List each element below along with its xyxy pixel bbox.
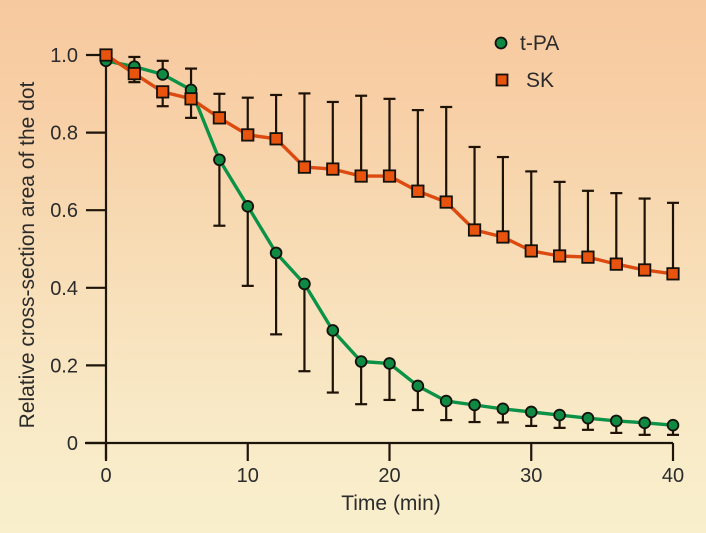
SK-data-point xyxy=(467,223,482,237)
SK-data-point xyxy=(184,92,198,106)
y-tick-label: 0.4 xyxy=(50,278,78,300)
y-tick-label: 0 xyxy=(67,433,78,455)
t-PA-data-point xyxy=(439,394,453,408)
SK-data-point xyxy=(382,169,397,183)
legend-sk-label: SK xyxy=(526,69,554,92)
SK-data-point xyxy=(496,230,510,244)
SK-data-point xyxy=(241,128,255,142)
x-tick-label: 10 xyxy=(237,465,259,487)
y-tick-label: 0.6 xyxy=(50,200,78,222)
x-axis-title: Time (min) xyxy=(341,492,441,515)
SK-data-point xyxy=(127,67,141,81)
legend-tpa-label: t-PA xyxy=(520,32,559,55)
SK-data-point xyxy=(411,184,425,198)
x-tick-label: 40 xyxy=(662,465,684,487)
t-PA-data-point xyxy=(468,398,481,412)
t-PA-data-point xyxy=(666,418,680,432)
t-PA-data-point xyxy=(609,414,623,428)
legend: t-PA SK xyxy=(494,32,559,92)
x-tick-label: 30 xyxy=(520,465,542,487)
t-PA-data-point xyxy=(241,200,255,213)
legend-tpa-circle-icon xyxy=(494,36,508,50)
SK-data-point xyxy=(99,48,113,62)
t-PA-data-point xyxy=(298,277,311,291)
SK-data-point xyxy=(666,267,680,281)
y-tick-label: 0.8 xyxy=(50,123,78,145)
series-markers-layer xyxy=(99,48,680,432)
t-PA-data-point xyxy=(156,68,170,81)
SK-data-point xyxy=(212,111,226,125)
t-PA-data-point xyxy=(411,379,425,393)
t-PA-data-point xyxy=(213,153,226,167)
y-tick-label: 0.2 xyxy=(50,355,78,377)
SK-data-point xyxy=(297,160,312,174)
t-PA-data-point xyxy=(638,416,651,430)
SK-data-point xyxy=(354,169,368,183)
SK-data-point xyxy=(553,249,567,263)
legend-sk-square-icon xyxy=(495,73,509,87)
t-PA-data-point xyxy=(354,355,368,368)
SK-data-point xyxy=(439,195,453,209)
SK-data-point xyxy=(638,263,652,277)
SK-data-point xyxy=(269,132,283,146)
SK-data-point xyxy=(581,250,595,264)
SK-data-point xyxy=(156,85,170,99)
t-PA-data-point xyxy=(581,411,595,425)
t-PA-data-point xyxy=(326,324,340,337)
x-tick-label: 20 xyxy=(378,465,400,487)
t-PA-data-point xyxy=(383,357,396,370)
t-PA-data-point xyxy=(524,405,538,419)
SK-data-point xyxy=(609,257,623,271)
SK-data-point xyxy=(326,162,340,176)
t-PA-data-point xyxy=(269,246,283,260)
y-axis-title: Relative cross-section area of the dot xyxy=(16,82,39,429)
x-tick-label: 0 xyxy=(100,465,111,487)
axes-layer: 0 10 20 30 40 0 0.2 0.4 0.6 0.8 1.0 xyxy=(50,45,684,487)
SK-data-point xyxy=(524,244,538,258)
t-PA-data-point xyxy=(553,408,566,422)
y-tick-label: 1.0 xyxy=(50,45,78,67)
t-PA-data-point xyxy=(496,402,510,416)
